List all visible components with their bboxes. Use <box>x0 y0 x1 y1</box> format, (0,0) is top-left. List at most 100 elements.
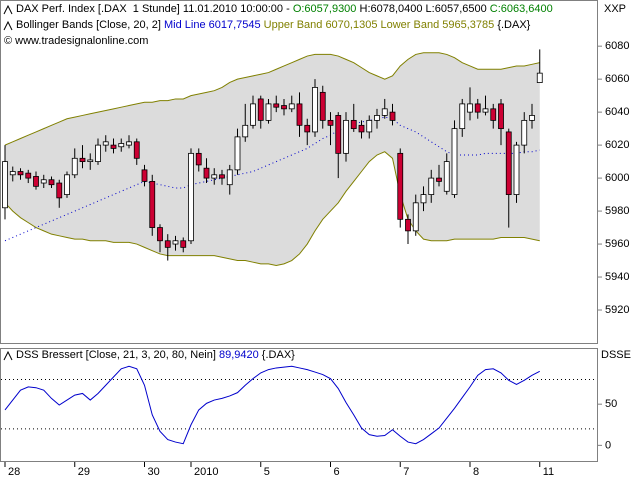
candle-body <box>358 124 365 133</box>
header-segment: C:6063,6400 <box>490 3 553 15</box>
header-segment: Bollinger Bands [Close, 20, 2] <box>16 19 164 31</box>
x-tick-label: 7 <box>403 466 409 478</box>
candle-body <box>40 179 47 184</box>
axis-label: DSSE <box>601 349 631 361</box>
indicator-icon <box>3 350 13 361</box>
header-segment: Upper Band 6070,1305 Lower Band 5965,378… <box>261 19 495 31</box>
candle-body <box>172 240 179 245</box>
candle-body <box>327 119 334 126</box>
candle-body <box>428 177 435 195</box>
candle-body <box>273 103 280 108</box>
candle-body <box>71 157 78 176</box>
header-segment: DAX Perf. Index [.DAX 1 Stunde] 11.01.20… <box>16 3 293 15</box>
candle-body <box>335 115 342 154</box>
y-tick-label: 0 <box>605 439 611 451</box>
candle-body <box>48 179 55 186</box>
candle-body <box>304 124 311 133</box>
x-tick-label: 5 <box>264 466 270 478</box>
y-tick-label: 6080 <box>605 40 629 52</box>
header-segment: {.DAX} <box>259 349 295 361</box>
candle-body <box>133 141 140 159</box>
y-tick-label: 50 <box>605 398 617 410</box>
y-tick-label: 5940 <box>605 271 629 283</box>
candle-body <box>257 98 264 121</box>
candle-body <box>17 171 24 176</box>
candle-body <box>374 115 380 121</box>
candle-body <box>366 119 373 133</box>
y-tick-label: 6040 <box>605 106 629 118</box>
candle-body <box>102 141 109 146</box>
candle-body <box>141 169 148 182</box>
copyright: © www.tradesignalonline.com <box>4 35 148 47</box>
candle-body <box>397 152 404 220</box>
candle-body <box>536 72 543 83</box>
marks: 28 29 30 2010 5 6 7 8 11 5920 5940 5960 5980 6000 6020… <box>1 3 629 478</box>
candle-body <box>188 152 194 242</box>
candle-body <box>180 240 187 248</box>
indicator-line <box>4 365 540 445</box>
candle-body <box>242 124 249 138</box>
candle-body <box>443 161 450 192</box>
indicator-icon <box>3 4 13 15</box>
candle-body <box>118 143 125 148</box>
candle-body <box>350 119 357 130</box>
header-segment: O:6057,9300 <box>293 3 357 15</box>
y-tick-label: 6020 <box>605 139 629 151</box>
candle-body <box>343 119 349 154</box>
candle-body <box>436 177 442 182</box>
candle-body <box>56 182 63 199</box>
y-tick-label: 6060 <box>605 73 629 85</box>
header: Bollinger Bands [Close, 20, 2] Mid Line … <box>16 19 531 31</box>
y-tick-label: 5980 <box>605 205 629 217</box>
candle-body <box>467 103 473 113</box>
header: DSS Bressert [Close, 21, 3, 20, 80, Nein… <box>16 349 295 361</box>
candle-body <box>296 103 303 126</box>
candle-body <box>33 176 39 187</box>
candle-body <box>2 161 8 209</box>
band-line <box>4 151 540 267</box>
candle-body <box>420 194 427 204</box>
candle-body <box>126 141 132 146</box>
candle-body <box>288 103 295 110</box>
candle-body <box>64 174 70 195</box>
candle-body <box>157 227 163 242</box>
candle-body <box>451 128 458 195</box>
candle-body <box>9 171 16 176</box>
candle-body <box>381 108 388 116</box>
candle-body <box>482 108 489 113</box>
candle-body <box>513 144 520 195</box>
candle-body <box>490 108 497 121</box>
x-tick-label: 6 <box>334 466 340 478</box>
header: DAX Perf. Index [.DAX 1 Stunde] 11.01.20… <box>16 3 553 15</box>
candle-body <box>87 159 94 163</box>
candle-body <box>529 115 535 121</box>
x-tick-label: 29 <box>78 466 90 478</box>
candle-body <box>319 91 326 121</box>
candle-body <box>265 103 272 121</box>
band-line <box>4 116 540 242</box>
x-tick-label: 8 <box>473 466 479 478</box>
header-segment: {.DAX} <box>494 19 530 31</box>
candle-body <box>79 157 86 163</box>
header-segment: 89,9420 <box>219 349 259 361</box>
candle-body <box>219 174 225 179</box>
candle-body <box>389 111 396 121</box>
candle-body <box>149 180 156 228</box>
candle-body <box>250 103 256 126</box>
y-tick-label: 6000 <box>605 172 629 184</box>
indicator-frame <box>0 348 598 462</box>
candle-body <box>505 131 512 195</box>
candle-body <box>203 167 210 179</box>
candle-body <box>459 103 466 130</box>
y-tick-label: 5920 <box>605 304 629 316</box>
band-line <box>4 52 540 146</box>
y-tick-label: 5960 <box>605 238 629 250</box>
candle-body <box>521 119 528 146</box>
main-frame <box>0 0 598 344</box>
candle-body <box>25 172 32 179</box>
header-segment: Mid Line 6017,7545 <box>164 19 261 31</box>
header-segment: DSS Bressert [Close, 21, 3, 20, 80, Nein… <box>16 349 219 361</box>
header-segment: H:6078,0400 L:6057,6500 <box>356 3 489 15</box>
candle-body <box>95 144 101 163</box>
